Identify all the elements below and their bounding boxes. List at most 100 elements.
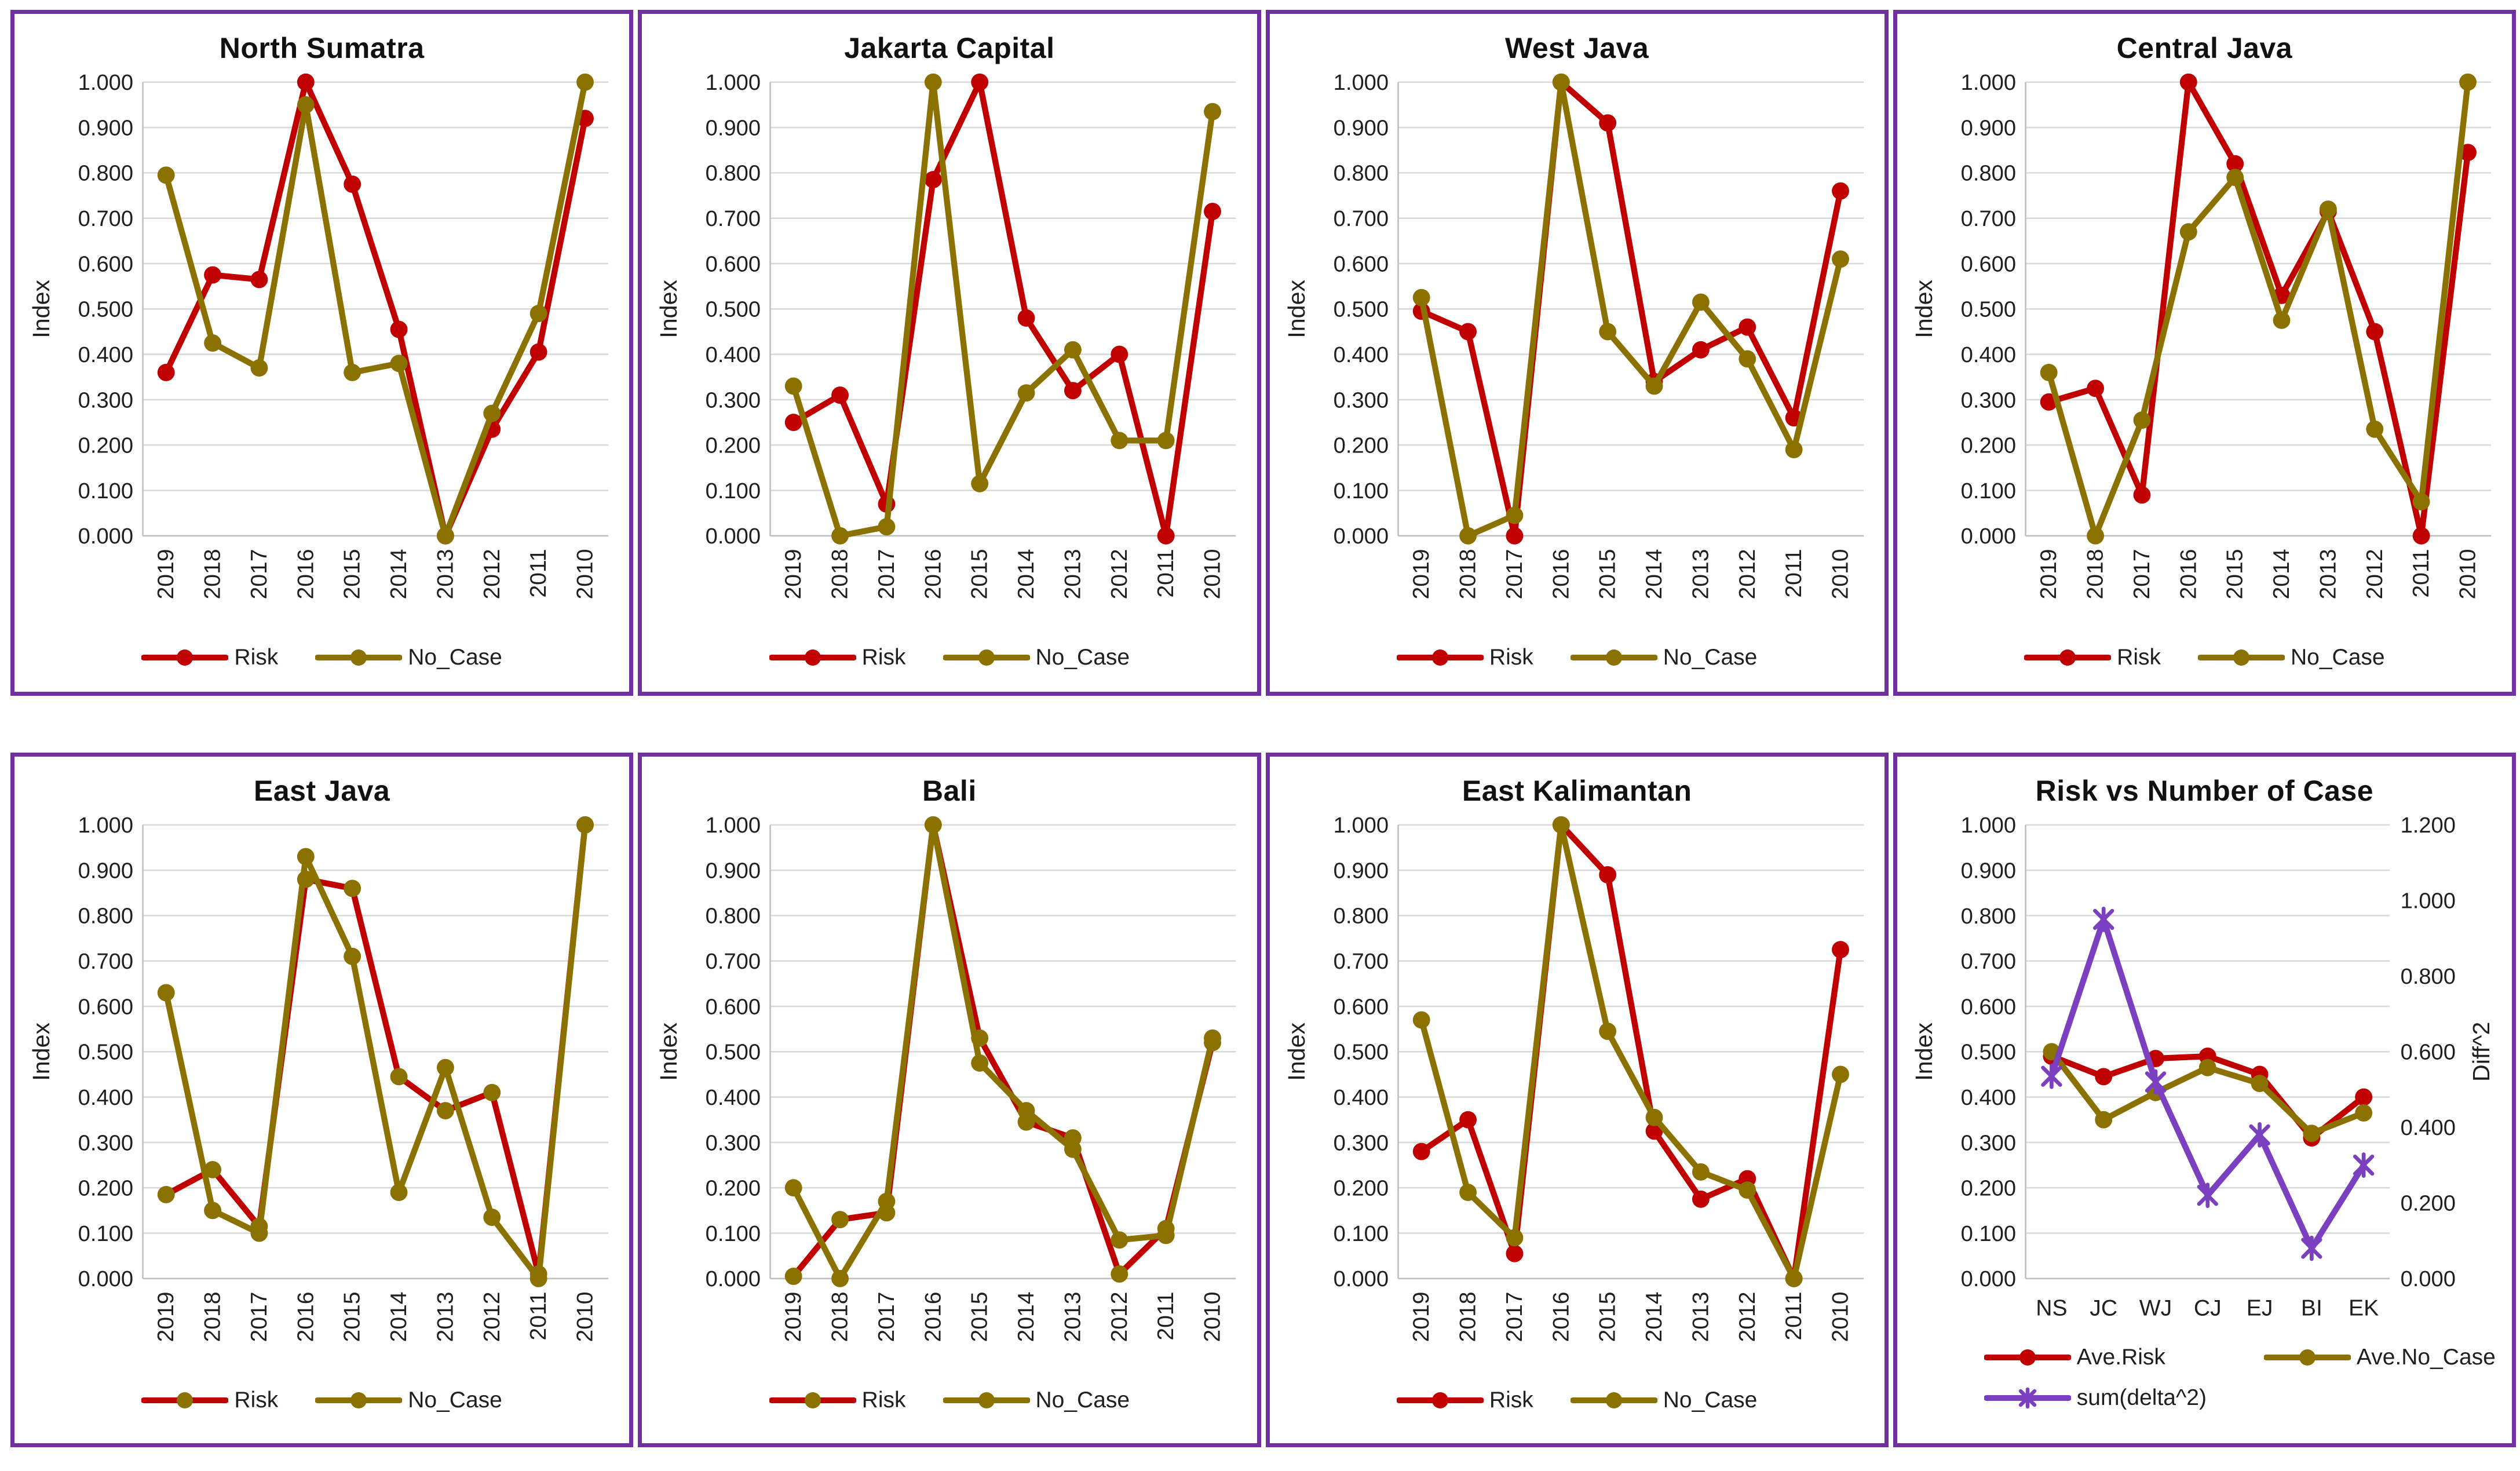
legend-item-no-case: No_Case bbox=[1570, 645, 1757, 670]
legend-label: Risk bbox=[234, 1388, 279, 1413]
svg-text:2018: 2018 bbox=[2083, 549, 2108, 599]
svg-text:0.500: 0.500 bbox=[78, 1040, 133, 1065]
svg-text:2013: 2013 bbox=[433, 1291, 458, 1342]
svg-text:0.000: 0.000 bbox=[78, 524, 133, 549]
svg-text:2018: 2018 bbox=[1455, 549, 1480, 599]
svg-text:2011: 2011 bbox=[526, 1291, 551, 1340]
svg-text:0.600: 0.600 bbox=[1333, 251, 1388, 276]
svg-text:0.200: 0.200 bbox=[1960, 1176, 2015, 1201]
svg-text:2012: 2012 bbox=[1734, 1291, 1759, 1342]
panel-central-java: Central Java 0.000 0.100 0.200 0.300 0.400 0.… bbox=[1893, 10, 2516, 696]
svg-text:0.200: 0.200 bbox=[1333, 1176, 1388, 1201]
svg-text:0.400: 0.400 bbox=[78, 342, 133, 367]
svg-text:2019: 2019 bbox=[2036, 549, 2061, 599]
svg-text:0.900: 0.900 bbox=[1333, 115, 1388, 140]
svg-text:0.900: 0.900 bbox=[706, 858, 761, 883]
svg-text:2015: 2015 bbox=[340, 549, 365, 599]
chart-canvas-north-sumatra: 0.000 0.100 0.200 0.300 0.400 0.500 0.600 0.700… bbox=[28, 70, 609, 600]
svg-text:1.000: 1.000 bbox=[2400, 889, 2455, 914]
svg-text:1.000: 1.000 bbox=[1333, 70, 1388, 95]
svg-text:0.800: 0.800 bbox=[2400, 964, 2455, 989]
svg-text:0.900: 0.900 bbox=[1960, 115, 2015, 140]
svg-text:2016: 2016 bbox=[293, 549, 318, 599]
legend-west-java: Risk No_Case bbox=[1270, 645, 1884, 670]
svg-text:Index: Index bbox=[1911, 1022, 1937, 1081]
svg-text:2015: 2015 bbox=[2222, 549, 2247, 599]
svg-text:2011: 2011 bbox=[1153, 1291, 1178, 1340]
chart-title-bali: Bali bbox=[922, 775, 977, 807]
svg-text:0.200: 0.200 bbox=[78, 433, 133, 458]
panel-east-kalimantan: East Kalimantan 0.000 0.100 0.200 0.300 0.40… bbox=[1265, 753, 1889, 1447]
svg-text:0.300: 0.300 bbox=[1960, 388, 2015, 413]
svg-text:2016: 2016 bbox=[2176, 549, 2201, 599]
legend-marker-icon bbox=[1570, 1392, 1657, 1409]
svg-text:2014: 2014 bbox=[1014, 1291, 1039, 1342]
svg-text:0.200: 0.200 bbox=[1960, 433, 2015, 458]
svg-text:0.800: 0.800 bbox=[78, 904, 133, 929]
legend-item-no-case: No_Case bbox=[943, 1388, 1130, 1413]
svg-text:2017: 2017 bbox=[1502, 1291, 1526, 1342]
legend-marker-icon bbox=[943, 649, 1030, 666]
svg-text:2013: 2013 bbox=[1688, 1291, 1713, 1342]
svg-text:Index: Index bbox=[28, 1022, 54, 1081]
panel-risk-vs-number-of-case: Risk vs Number of Case 0.000 0.100 0.200 0.… bbox=[1893, 753, 2516, 1447]
svg-text:2014: 2014 bbox=[386, 1291, 411, 1342]
svg-text:2010: 2010 bbox=[1200, 1291, 1225, 1342]
legend-label: No_Case bbox=[408, 1388, 502, 1413]
svg-text:2010: 2010 bbox=[1200, 549, 1225, 599]
svg-text:2016: 2016 bbox=[293, 1291, 318, 1342]
svg-text:EK: EK bbox=[2349, 1296, 2379, 1321]
legend-marker-icon bbox=[1984, 1387, 2071, 1408]
svg-text:0.500: 0.500 bbox=[706, 297, 761, 322]
svg-text:0.800: 0.800 bbox=[78, 161, 133, 186]
svg-text:2015: 2015 bbox=[1595, 549, 1620, 599]
svg-text:0.800: 0.800 bbox=[1333, 904, 1388, 929]
svg-text:0.400: 0.400 bbox=[706, 342, 761, 367]
svg-text:2011: 2011 bbox=[1781, 549, 1806, 597]
svg-text:0.700: 0.700 bbox=[1333, 206, 1388, 231]
svg-text:0.900: 0.900 bbox=[78, 858, 133, 883]
panel-north-sumatra: North Sumatra 0.000 0.100 0.200 0.300 0.400 0… bbox=[10, 10, 634, 696]
legend-label: Ave.Risk bbox=[2076, 1344, 2165, 1370]
chart-title-central-java: Central Java bbox=[2116, 32, 2293, 64]
chart-canvas-central-java: 0.000 0.100 0.200 0.300 0.400 0.500 0.600 0.700… bbox=[1911, 70, 2491, 600]
legend-label: Risk bbox=[1489, 645, 1533, 670]
legend-label: No_Case bbox=[408, 645, 502, 670]
legend-label: Risk bbox=[1489, 1388, 1533, 1413]
svg-text:2018: 2018 bbox=[1455, 1291, 1480, 1342]
legend-label: Risk bbox=[861, 645, 906, 670]
svg-text:0.300: 0.300 bbox=[1333, 1130, 1388, 1155]
svg-text:0.600: 0.600 bbox=[1960, 251, 2015, 276]
svg-text:2017: 2017 bbox=[1502, 549, 1526, 599]
chart-canvas-jakarta-capital: 0.000 0.100 0.200 0.300 0.400 0.500 0.600 0.700… bbox=[655, 70, 1236, 600]
svg-text:Index: Index bbox=[655, 1022, 682, 1081]
svg-text:0.900: 0.900 bbox=[1333, 858, 1388, 883]
legend-marker-icon bbox=[1984, 1349, 2071, 1366]
legend-marker-icon bbox=[1396, 1392, 1484, 1409]
svg-text:2019: 2019 bbox=[1409, 549, 1434, 599]
svg-text:0.300: 0.300 bbox=[706, 1130, 761, 1155]
legend-item-no-case: No_Case bbox=[1570, 1388, 1757, 1413]
svg-text:0.500: 0.500 bbox=[706, 1040, 761, 1065]
svg-text:2019: 2019 bbox=[154, 549, 178, 599]
chart-canvas-bali: 0.000 0.100 0.200 0.300 0.400 0.500 0.600 0.700… bbox=[655, 813, 1236, 1342]
svg-text:2013: 2013 bbox=[433, 549, 458, 599]
svg-text:JC: JC bbox=[2090, 1296, 2117, 1321]
svg-text:0.000: 0.000 bbox=[2400, 1266, 2455, 1291]
svg-text:0.900: 0.900 bbox=[78, 115, 133, 140]
svg-text:2010: 2010 bbox=[573, 1291, 598, 1342]
svg-text:0.600: 0.600 bbox=[2400, 1040, 2455, 1065]
legend-item-risk: Risk bbox=[2024, 645, 2161, 670]
svg-text:0.100: 0.100 bbox=[78, 479, 133, 503]
svg-text:2011: 2011 bbox=[2409, 549, 2434, 597]
legend-marker-icon bbox=[2263, 1349, 2351, 1366]
legend-item-ave-risk: Ave.Risk bbox=[1984, 1345, 2165, 1370]
svg-text:2015: 2015 bbox=[967, 549, 992, 599]
svg-text:0.100: 0.100 bbox=[78, 1221, 133, 1246]
svg-text:0.100: 0.100 bbox=[1960, 479, 2015, 503]
svg-text:Index: Index bbox=[655, 279, 682, 338]
svg-text:Index: Index bbox=[1911, 279, 1937, 338]
legend-item-sum-delta-2-: sum(delta^2) bbox=[1984, 1385, 2512, 1411]
legend-marker-icon bbox=[1396, 649, 1484, 666]
svg-text:0.600: 0.600 bbox=[1333, 994, 1388, 1019]
